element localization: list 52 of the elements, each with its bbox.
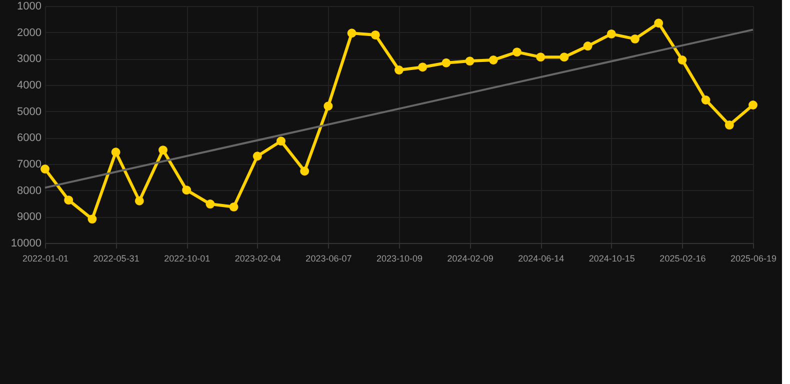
- point: [324, 102, 333, 111]
- x-tick-label: 2024-06-14: [518, 254, 564, 264]
- x-tick-label: 2025-06-19: [730, 254, 777, 264]
- x-tick-label: 2023-02-04: [234, 254, 281, 264]
- y-tick-label: 6000: [17, 132, 42, 144]
- point: [276, 136, 286, 146]
- y-tick-label: 10000: [10, 238, 42, 250]
- y-tick-label: 8000: [17, 184, 42, 197]
- point: [654, 18, 664, 28]
- x-tick-label: 2023-06-07: [306, 254, 352, 264]
- point: [347, 28, 356, 38]
- point: [394, 66, 404, 74]
- point: [488, 56, 498, 64]
- point: [442, 58, 451, 68]
- point: [370, 30, 380, 40]
- y-tick-label: 7000: [17, 158, 42, 170]
- point: [206, 200, 215, 208]
- x-tick-label: 2022-10-01: [164, 254, 210, 264]
- point: [134, 196, 144, 206]
- point: [40, 164, 50, 174]
- point: [418, 62, 428, 72]
- point: [158, 146, 168, 155]
- point: [701, 96, 710, 104]
- point: [724, 120, 734, 130]
- point: [182, 186, 192, 195]
- point: [64, 196, 74, 205]
- x-tick-label: 2022-05-31: [93, 254, 140, 264]
- point: [678, 56, 687, 64]
- point: [606, 29, 616, 38]
- point: [630, 34, 640, 44]
- y-tick-label: 1000: [17, 0, 42, 12]
- x-tick-label: 2024-10-15: [588, 254, 635, 264]
- y-tick-label: 5000: [17, 106, 42, 118]
- x-tick-label: 2025-02-16: [660, 254, 706, 264]
- point: [536, 52, 546, 62]
- point: [111, 148, 120, 157]
- x-tick-label: 2022-01-01: [22, 254, 69, 264]
- x-tick-label: 2023-10-09: [376, 254, 423, 264]
- point: [560, 52, 569, 62]
- point: [748, 100, 758, 110]
- y-tick-label: 4000: [17, 80, 42, 92]
- x-tick-label: 2024-02-09: [447, 254, 494, 264]
- point: [229, 202, 238, 212]
- y-tick-label: 9000: [17, 211, 42, 224]
- point: [512, 48, 522, 57]
- point: [88, 214, 97, 224]
- point: [300, 166, 310, 176]
- y-tick-label: 2000: [17, 26, 42, 39]
- point: [252, 152, 262, 161]
- point: [583, 42, 592, 50]
- y-tick-label: 3000: [17, 53, 42, 66]
- point: [465, 56, 474, 66]
